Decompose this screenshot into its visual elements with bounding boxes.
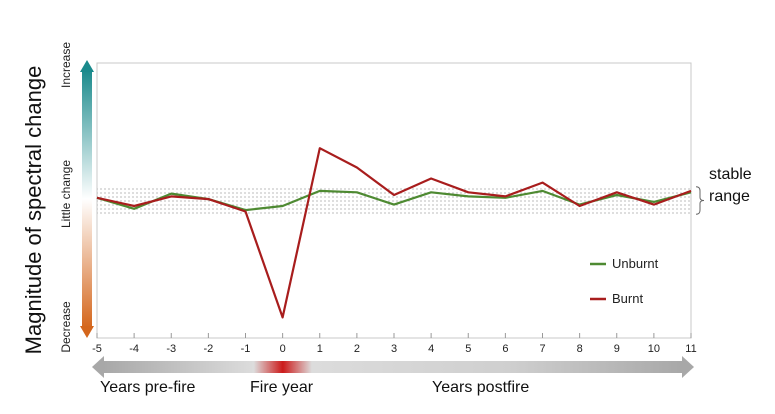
stable-range-label-line2: range — [709, 188, 750, 205]
y-scale-decrease-label: Decrease — [59, 301, 73, 353]
x-tick-label: 3 — [391, 343, 397, 355]
y-scale-increase-label: Increase — [59, 42, 73, 88]
x-tick-label: 8 — [577, 343, 583, 355]
x-tick-label: 4 — [428, 343, 434, 355]
x-tick-label: 1 — [317, 343, 323, 355]
x-tick-label: -5 — [92, 343, 102, 355]
x-tick-label: 2 — [354, 343, 360, 355]
timeline-arrow — [92, 356, 694, 378]
x-tick-label: -3 — [166, 343, 176, 355]
period-label-pre-fire: Years pre-fire — [100, 379, 196, 396]
x-tick-label: 9 — [614, 343, 620, 355]
y-scale-little-change-label: Little change — [59, 160, 73, 228]
x-tick-label: 5 — [465, 343, 471, 355]
y-gradient-arrow — [80, 60, 94, 338]
period-label-fire-year: Fire year — [250, 379, 314, 396]
legend: Unburnt Burnt — [590, 256, 659, 306]
x-tick-label: -2 — [203, 343, 213, 355]
x-axis: -5 -4 -3 -2 -1 0 1 2 3 4 5 6 7 8 9 10 11 — [92, 333, 697, 355]
x-tick-label: -1 — [241, 343, 251, 355]
period-label-postfire: Years postfire — [432, 379, 529, 396]
series-lines — [96, 147, 692, 319]
x-tick-label: -4 — [129, 343, 139, 355]
x-tick-label: 6 — [502, 343, 508, 355]
x-tick-label: 10 — [648, 343, 660, 355]
legend-label-burnt: Burnt — [612, 291, 643, 306]
stable-range-label-line1: stable — [709, 166, 752, 183]
legend-label-unburnt: Unburnt — [612, 256, 659, 271]
stable-range-band — [97, 186, 691, 215]
stable-range-brace — [695, 186, 705, 215]
series-line-burnt — [96, 147, 692, 319]
x-tick-label: 11 — [685, 343, 696, 355]
x-tick-label: 0 — [280, 343, 286, 355]
x-tick-label: 7 — [539, 343, 545, 355]
y-axis-title: Magnitude of spectral change — [21, 66, 46, 355]
